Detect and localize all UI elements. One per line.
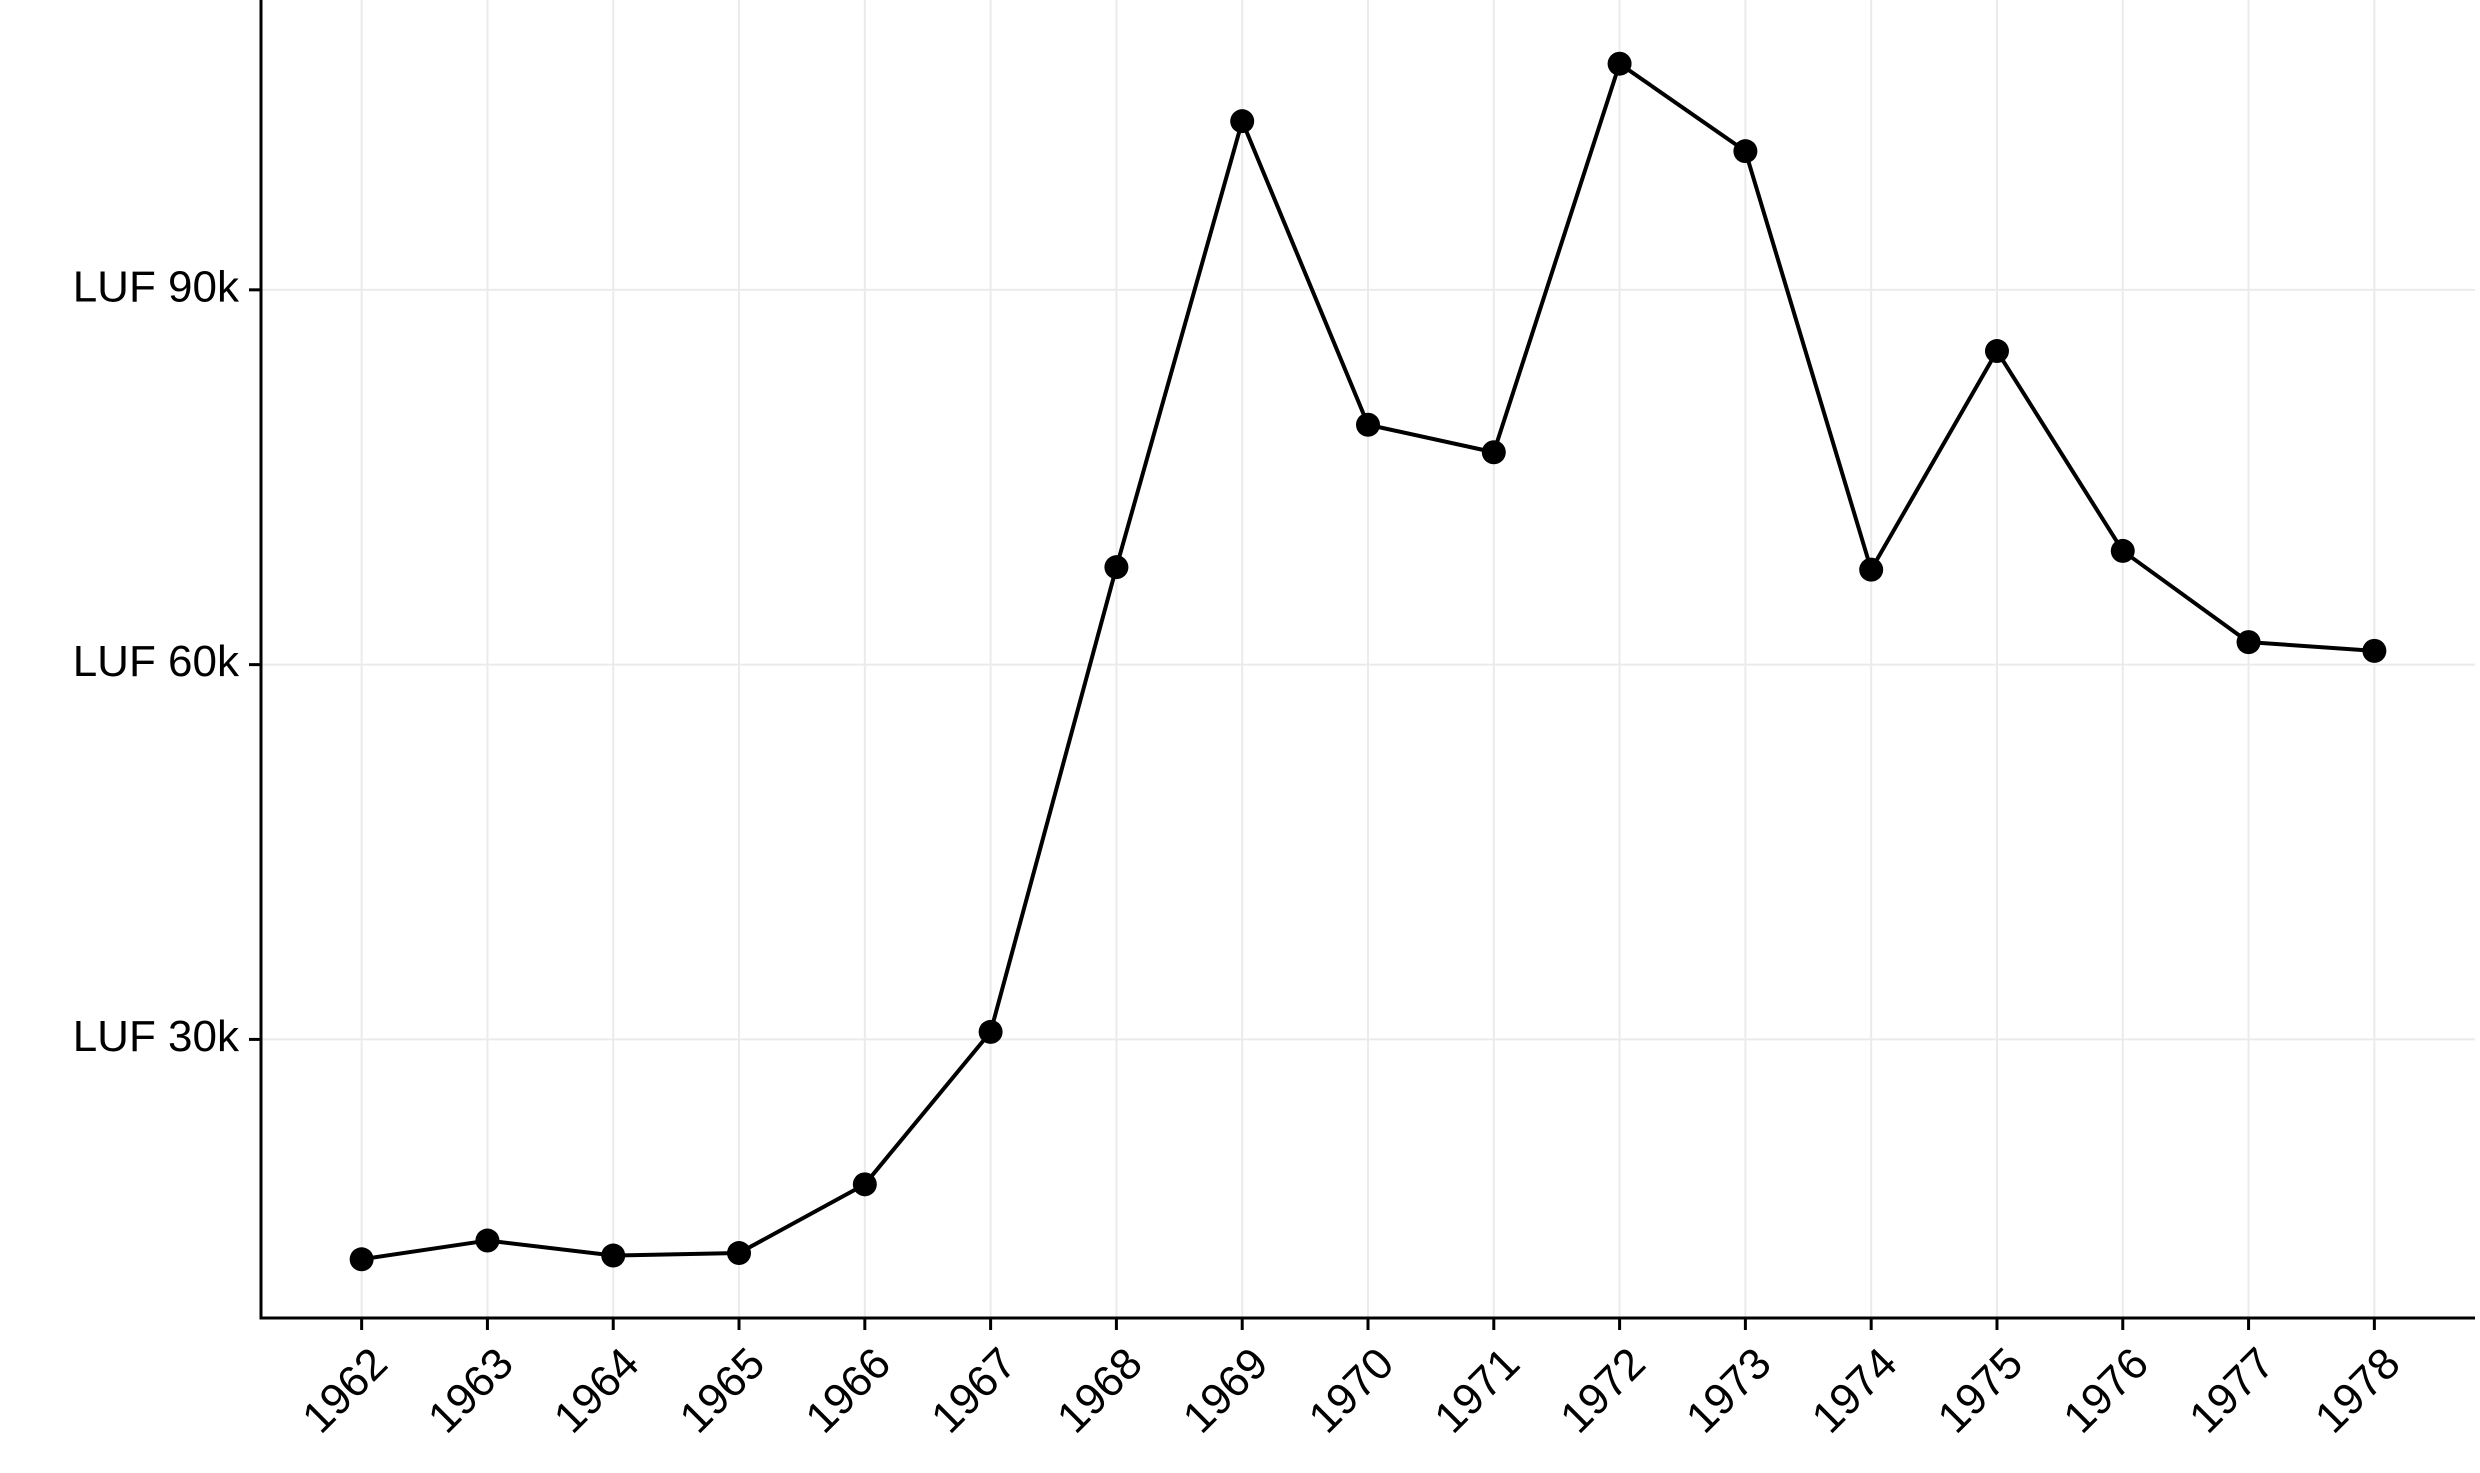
x-tick-label: 1977 xyxy=(2180,1339,2284,1443)
y-tick-label: LUF 30k xyxy=(73,1012,240,1061)
point xyxy=(1104,555,1129,580)
point xyxy=(1984,339,2009,364)
point xyxy=(1481,440,1506,465)
point xyxy=(1607,51,1632,76)
point xyxy=(1356,412,1380,437)
point xyxy=(475,1228,500,1253)
x-tick-label: 1969 xyxy=(1174,1339,1278,1443)
point xyxy=(601,1243,626,1268)
x-tick-label: 1976 xyxy=(2054,1339,2158,1443)
point xyxy=(2362,638,2387,663)
point xyxy=(978,1019,1003,1044)
x-tick-label: 1972 xyxy=(1551,1339,1655,1443)
x-tick-label: 1968 xyxy=(1048,1339,1152,1443)
x-tick-label: 1970 xyxy=(1299,1339,1403,1443)
x-tick-label: 1962 xyxy=(293,1339,397,1443)
x-tick-label: 1963 xyxy=(419,1339,523,1443)
y-tick-label: LUF 60k xyxy=(73,637,240,686)
x-tick-label: 1971 xyxy=(1425,1339,1529,1443)
point xyxy=(1733,139,1758,164)
x-tick-label: 1978 xyxy=(2306,1339,2410,1443)
point xyxy=(852,1172,877,1197)
x-tick-label: 1974 xyxy=(1803,1339,1907,1443)
x-tick-label: 1975 xyxy=(1928,1339,2032,1443)
x-tick-label: 1973 xyxy=(1677,1339,1781,1443)
point xyxy=(1230,109,1255,134)
x-tick-label: 1967 xyxy=(922,1339,1026,1443)
x-tick-label: 1965 xyxy=(670,1339,774,1443)
point xyxy=(2236,630,2261,655)
point xyxy=(349,1247,374,1272)
point xyxy=(1859,557,1884,582)
x-tick-label: 1964 xyxy=(545,1339,649,1443)
point xyxy=(727,1241,752,1266)
x-tick-label: 1966 xyxy=(796,1339,900,1443)
point xyxy=(2110,538,2135,563)
y-tick-label: LUF 90k xyxy=(73,262,240,311)
